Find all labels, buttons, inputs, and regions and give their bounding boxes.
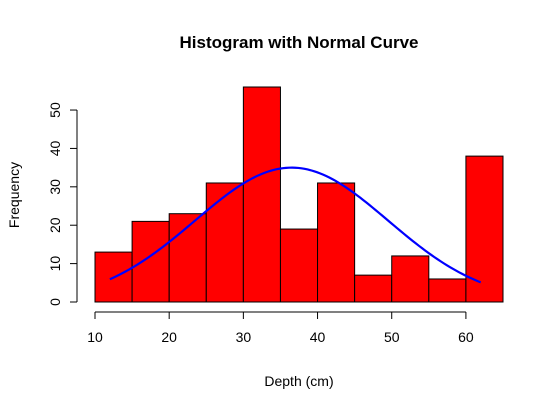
histogram-bar (428, 278, 467, 303)
y-tick-label: 40 (47, 140, 63, 156)
y-tick-label: 0 (47, 298, 63, 306)
y-axis: 0 10 20 30 40 50 (47, 102, 78, 306)
x-tick-label: 10 (87, 329, 103, 345)
histogram-bar (317, 182, 356, 303)
y-tick-label: 10 (47, 256, 63, 272)
histogram-bar (354, 274, 393, 303)
x-tick-label: 50 (384, 329, 400, 345)
histogram-bar (242, 86, 281, 303)
y-tick-label: 30 (47, 179, 63, 195)
x-tick-label: 20 (161, 329, 177, 345)
y-tick-label: 50 (47, 102, 63, 118)
normal-curve-group (109, 166, 482, 284)
x-tick-label: 30 (236, 329, 252, 345)
histogram-bar (131, 220, 170, 303)
histogram-bar (391, 255, 430, 303)
x-axis: 10 20 30 40 50 60 (87, 311, 474, 345)
histogram-bar (205, 182, 244, 303)
histogram-bar (168, 213, 207, 303)
x-tick-label: 40 (310, 329, 326, 345)
histogram-bar (465, 155, 504, 303)
y-axis-label: Frequency (6, 162, 22, 228)
y-tick-label: 20 (47, 217, 63, 233)
chart-title: Histogram with Normal Curve (180, 33, 419, 52)
histogram-bar (279, 228, 319, 303)
x-tick-label: 60 (458, 329, 474, 345)
x-axis-label: Depth (cm) (264, 373, 333, 389)
bars-group (94, 86, 504, 303)
normal-curve-line (109, 166, 482, 284)
